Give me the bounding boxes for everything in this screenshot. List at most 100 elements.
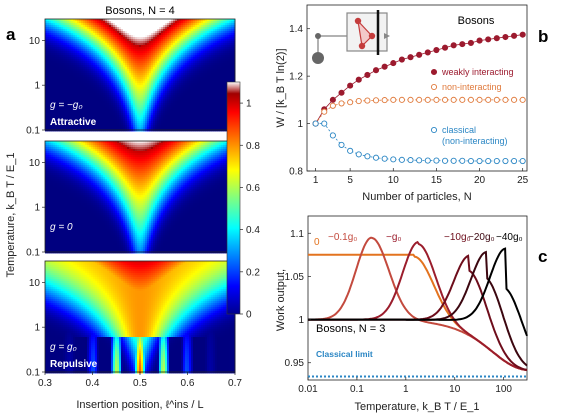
heatmap-cell	[173, 21, 176, 24]
heatmap-cell	[165, 35, 168, 38]
heatmap-cell	[117, 49, 120, 52]
heatmap-cell	[187, 25, 190, 28]
heatmap-cell	[69, 47, 72, 50]
heatmap-cell	[191, 25, 194, 28]
heatmap-cell	[229, 27, 232, 30]
heatmap-cell	[183, 47, 186, 50]
heatmap-cell	[99, 43, 102, 46]
heatmap-cell	[151, 53, 154, 56]
heatmap-cell	[137, 19, 140, 22]
heatmap-cell	[231, 49, 234, 52]
heatmap-cell	[159, 29, 162, 32]
heatmap-cell	[179, 47, 182, 50]
heatmap-cell	[231, 29, 234, 32]
heatmap-cell	[141, 39, 144, 42]
heatmap-cell	[121, 47, 124, 50]
heatmap-cell	[77, 33, 80, 36]
heatmap-cell	[233, 35, 236, 38]
heatmap-cell	[161, 39, 164, 42]
heatmap-cell	[165, 31, 168, 34]
heatmap-cell	[87, 39, 90, 42]
heatmap-cell	[53, 47, 56, 50]
heatmap-cell	[83, 27, 86, 30]
heatmap-cell	[205, 19, 208, 22]
heatmap-cell	[71, 23, 74, 26]
heatmap-cell	[143, 29, 146, 32]
heatmap-cell	[129, 27, 132, 30]
heatmap-cell	[203, 37, 206, 40]
heatmap-cell	[91, 25, 94, 28]
heatmap-cell	[141, 35, 144, 38]
heatmap-cell	[117, 47, 120, 50]
heatmap-cell	[233, 41, 236, 44]
heatmap-cell	[83, 43, 86, 46]
heatmap-cell	[125, 37, 128, 40]
heatmap-cell	[91, 23, 94, 26]
heatmap-cell	[199, 35, 202, 38]
heatmap-cell	[81, 29, 84, 32]
heatmap-cell	[191, 27, 194, 30]
heatmap-cell	[67, 23, 70, 26]
heatmap-cell	[181, 47, 184, 50]
heatmap-cell	[89, 47, 92, 50]
heatmap-cell	[179, 35, 182, 38]
heatmap-cell	[145, 29, 148, 32]
heatmap-cell	[155, 19, 158, 22]
heatmap-cell	[73, 27, 76, 30]
heatmap-cell	[127, 25, 130, 28]
heatmap-cell	[181, 31, 184, 34]
heatmap-cell	[45, 51, 48, 54]
heatmap-cell	[63, 37, 66, 40]
heatmap-cell	[183, 19, 186, 22]
heatmap-cell	[85, 37, 88, 40]
panel-label-a: a	[6, 25, 16, 44]
heatmap-cell	[99, 25, 102, 28]
heatmap-cell	[211, 45, 214, 48]
heatmap-cell	[173, 35, 176, 38]
panel-label-c: c	[538, 247, 547, 266]
heatmap-cell	[229, 23, 232, 26]
heatmap-cell	[79, 31, 82, 34]
heatmap-cell	[63, 27, 66, 30]
heatmap-cell	[201, 25, 204, 28]
heatmap-cell	[139, 41, 142, 44]
heatmap-cell	[213, 39, 216, 42]
heatmap-cell	[207, 43, 210, 46]
heatmap-cell	[91, 51, 94, 54]
heatmap-cell	[161, 29, 164, 32]
heatmap-cell	[169, 19, 172, 22]
heatmap-cell	[49, 31, 52, 34]
heatmap-cell	[57, 41, 60, 44]
heatmap-cell	[199, 51, 202, 54]
heatmap-cell	[97, 45, 100, 48]
heatmap-cell	[233, 21, 236, 24]
heatmap-cell	[177, 49, 180, 52]
heatmap-cell	[195, 43, 198, 46]
heatmap-cell	[183, 33, 186, 36]
heatmap-cell	[73, 39, 76, 42]
heatmap-cell	[69, 39, 72, 42]
heatmap-cell	[211, 47, 214, 50]
heatmap-cell	[149, 19, 152, 22]
heatmap-cell	[205, 51, 208, 54]
heatmap-cell	[117, 33, 120, 36]
heatmap-cell	[203, 29, 206, 32]
heatmap-cell	[219, 25, 222, 28]
heatmap-cell	[127, 43, 130, 46]
heatmap-cell	[73, 43, 76, 46]
heatmap-cell	[213, 23, 216, 26]
heatmap-cell	[145, 31, 148, 34]
heatmap-cell	[75, 25, 78, 28]
heatmap-cell	[79, 25, 82, 28]
heatmap-cell	[109, 45, 112, 48]
heatmap-cell	[227, 29, 230, 32]
heatmap-cell	[215, 23, 218, 26]
heatmap-cell	[105, 39, 108, 42]
heatmap-cell	[75, 45, 78, 48]
heatmap-cell	[47, 45, 50, 48]
heatmap-cell	[205, 25, 208, 28]
heatmap-cell	[151, 45, 154, 48]
heatmap-cell	[153, 27, 156, 30]
heatmap-cell	[87, 45, 90, 48]
heatmap-cell	[57, 45, 60, 48]
